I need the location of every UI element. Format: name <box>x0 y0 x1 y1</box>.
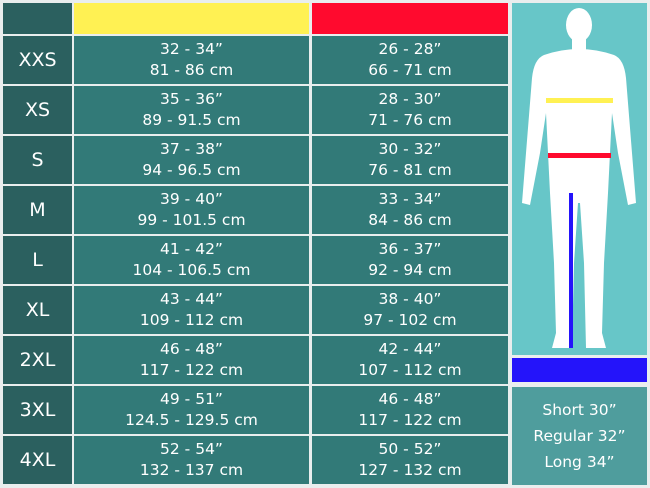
waist-cell: 33 - 34” 84 - 86 cm <box>312 186 508 234</box>
chest-cell: 35 - 36” 89 - 91.5 cm <box>74 86 309 134</box>
leg-length-regular: Regular 32” <box>533 427 626 445</box>
waist-cell: 36 - 37” 92 - 94 cm <box>312 236 508 284</box>
waist-cm: 71 - 76 cm <box>368 111 452 129</box>
waist-cm: 66 - 71 cm <box>368 61 452 79</box>
waist-cm: 117 - 122 cm <box>358 411 462 429</box>
waist-cell: 28 - 30” 71 - 76 cm <box>312 86 508 134</box>
inseam-color-bar <box>512 358 647 382</box>
waist-inches: 42 - 44” <box>378 340 442 358</box>
size-label: XXS <box>3 36 72 84</box>
chest-inches: 46 - 48” <box>160 340 223 358</box>
size-label: 3XL <box>3 386 72 434</box>
waist-header-swatch <box>312 3 508 34</box>
inseam-line <box>569 193 573 348</box>
chest-cell: 39 - 40” 99 - 101.5 cm <box>74 186 309 234</box>
waist-inches: 50 - 52” <box>378 440 442 458</box>
chest-inches: 49 - 51” <box>160 390 223 408</box>
chest-cm: 132 - 137 cm <box>139 461 244 479</box>
waist-cm: 84 - 86 cm <box>368 211 452 229</box>
body-figure <box>512 3 647 355</box>
human-silhouette-icon <box>522 8 636 348</box>
chest-inches: 37 - 38” <box>160 140 223 158</box>
waist-inches: 30 - 32” <box>378 140 442 158</box>
waist-cm: 97 - 102 cm <box>363 311 457 329</box>
waist-cell: 38 - 40” 97 - 102 cm <box>312 286 508 334</box>
size-label: L <box>3 236 72 284</box>
chest-header-swatch <box>74 3 309 34</box>
chest-inches: 35 - 36” <box>160 90 223 108</box>
chest-inches: 32 - 34” <box>160 40 223 58</box>
leg-length-panel: Short 30” Regular 32” Long 34” <box>512 387 647 485</box>
chest-inches: 41 - 42” <box>160 240 223 258</box>
waist-line <box>548 153 611 158</box>
chest-cm: 109 - 112 cm <box>139 311 244 329</box>
waist-inches: 28 - 30” <box>378 90 442 108</box>
waist-inches: 38 - 40” <box>378 290 442 308</box>
chest-cm: 94 - 96.5 cm <box>142 161 241 179</box>
waist-cm: 76 - 81 cm <box>368 161 452 179</box>
waist-cm: 92 - 94 cm <box>368 261 452 279</box>
chest-inches: 52 - 54” <box>160 440 223 458</box>
waist-cell: 50 - 52” 127 - 132 cm <box>312 436 508 484</box>
size-label: 2XL <box>3 336 72 384</box>
waist-cell: 42 - 44” 107 - 112 cm <box>312 336 508 384</box>
chest-cm: 117 - 122 cm <box>139 361 244 379</box>
chest-inches: 43 - 44” <box>160 290 223 308</box>
chest-cm: 89 - 91.5 cm <box>142 111 241 129</box>
leg-length-long: Long 34” <box>544 453 615 471</box>
size-label: 4XL <box>3 436 72 484</box>
waist-cm: 107 - 112 cm <box>358 361 462 379</box>
size-label: XL <box>3 286 72 334</box>
chest-cell: 41 - 42” 104 - 106.5 cm <box>74 236 309 284</box>
chest-cell: 46 - 48” 117 - 122 cm <box>74 336 309 384</box>
waist-cell: 30 - 32” 76 - 81 cm <box>312 136 508 184</box>
chest-cm: 104 - 106.5 cm <box>132 261 251 279</box>
header-blank <box>3 3 72 34</box>
waist-inches: 33 - 34” <box>378 190 442 208</box>
waist-cell: 26 - 28” 66 - 71 cm <box>312 36 508 84</box>
chest-inches: 39 - 40” <box>160 190 223 208</box>
chest-cell: 37 - 38” 94 - 96.5 cm <box>74 136 309 184</box>
chest-cell: 52 - 54” 132 - 137 cm <box>74 436 309 484</box>
chest-cm: 124.5 - 129.5 cm <box>125 411 258 429</box>
chest-cell: 43 - 44” 109 - 112 cm <box>74 286 309 334</box>
waist-inches: 46 - 48” <box>378 390 442 408</box>
chest-cell: 49 - 51” 124.5 - 129.5 cm <box>74 386 309 434</box>
size-label: M <box>3 186 72 234</box>
size-label: S <box>3 136 72 184</box>
waist-inches: 36 - 37” <box>378 240 442 258</box>
leg-length-short: Short 30” <box>542 401 617 419</box>
chest-cell: 32 - 34” 81 - 86 cm <box>74 36 309 84</box>
chest-cm: 99 - 101.5 cm <box>137 211 246 229</box>
waist-inches: 26 - 28” <box>378 40 442 58</box>
waist-cell: 46 - 48” 117 - 122 cm <box>312 386 508 434</box>
chest-cm: 81 - 86 cm <box>149 61 234 79</box>
chest-line <box>546 98 613 103</box>
size-label: XS <box>3 86 72 134</box>
waist-cm: 127 - 132 cm <box>358 461 462 479</box>
